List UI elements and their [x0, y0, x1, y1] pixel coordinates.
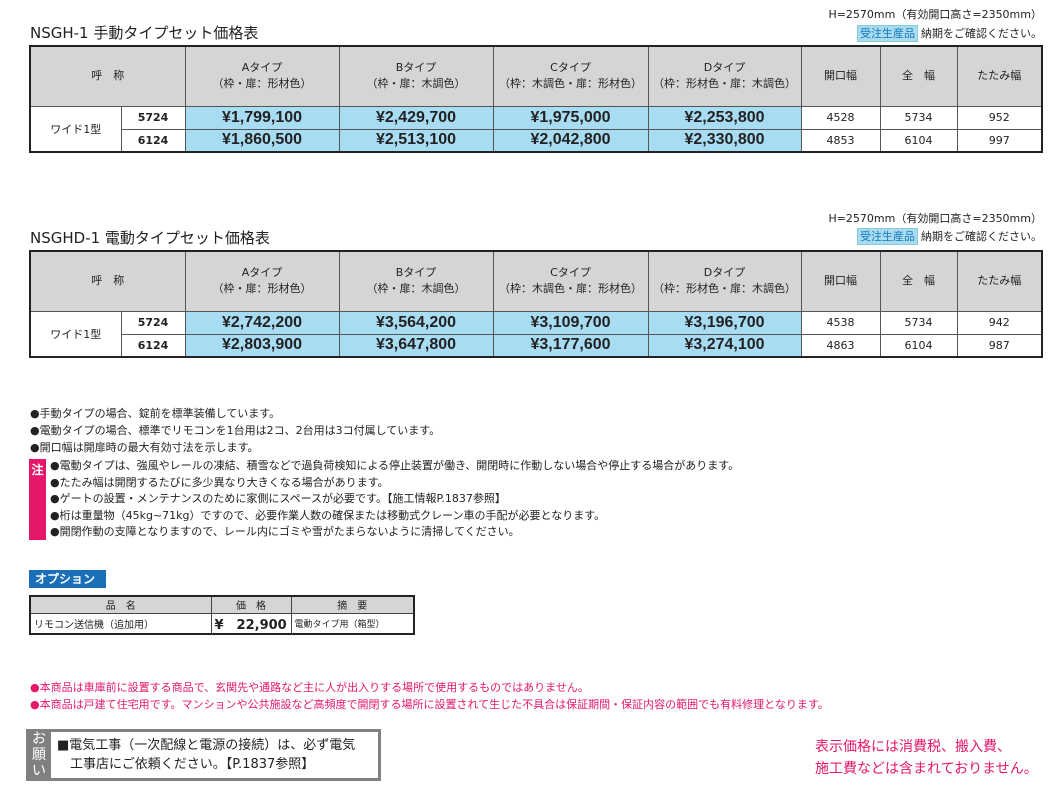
price-table: 呼 称 Aタイプ （枠・扉：形材色） Bタイプ （枠・扉：木調色） Cタイプ （枠：木調色・…: [29, 45, 1043, 153]
general-notes: ●手動タイプの場合、錠前を標準装備しています。 ●電動タイプの場合、標準でリモコ…: [30, 407, 441, 454]
request-box: お願い ■電気工事（一次配線と電源の接続）は、必ず電気 工事店にご依頼ください。…: [26, 729, 381, 781]
caution-label: 注: [29, 459, 46, 540]
option-table: 品 名価 格摘 要 リモコン送信機（追加用） ¥ 22,900 電動タイプ用（箱型）: [29, 595, 415, 635]
table-row: ワイド1型 5724 ¥2,742,200 ¥3,564,200 ¥3,109,700 ¥…: [29, 310, 1043, 358]
order-note: 受注生産品 納期をご確認ください。: [857, 228, 1042, 245]
height-note: H=2570mm（有効開口高さ=2350mm）: [828, 8, 1042, 21]
option-heading: オプション: [29, 570, 106, 588]
table-row: ワイド1型 5724 ¥1,799,100 ¥2,429,700 ¥1,975,000 ¥…: [29, 105, 1043, 153]
order-note: 受注生産品 納期をご確認ください。: [857, 25, 1042, 42]
table-row: 6124 ¥1,860,500 ¥2,513,100 ¥2,042,800 ¥2,330…: [30, 128, 1043, 153]
request-label: お願い: [32, 731, 46, 779]
table-title: NSGHD-1 電動タイプセット価格表: [30, 229, 270, 247]
made-to-order-badge: 受注生産品: [857, 25, 918, 42]
table-title: NSGH-1 手動タイプセット価格表: [30, 24, 259, 42]
tax-note: 表示価格には消費税、搬入費、 施工費などは含まれておりません。: [815, 739, 1038, 777]
price-table: 呼 称 Aタイプ （枠・扉：形材色） Bタイプ （枠・扉：木調色） Cタイプ （枠：木調色・…: [29, 250, 1043, 358]
height-note: H=2570mm（有効開口高さ=2350mm）: [828, 212, 1042, 225]
table-row: リモコン送信機（追加用） ¥ 22,900 電動タイプ用（箱型）: [29, 612, 415, 634]
table-row: 6124 ¥2,803,900 ¥3,647,800 ¥3,177,600 ¥3,274…: [30, 333, 1043, 358]
pink-notes: ●本商品は車庫前に設置する商品で、玄関先や通路など主に人が出入りする場所で使用す…: [30, 681, 829, 711]
caution-notes: ●電動タイプは、強風やレールの凍結、積雪などで過負荷検知による停止装置が働き、開…: [50, 459, 740, 538]
made-to-order-badge: 受注生産品: [857, 228, 918, 245]
